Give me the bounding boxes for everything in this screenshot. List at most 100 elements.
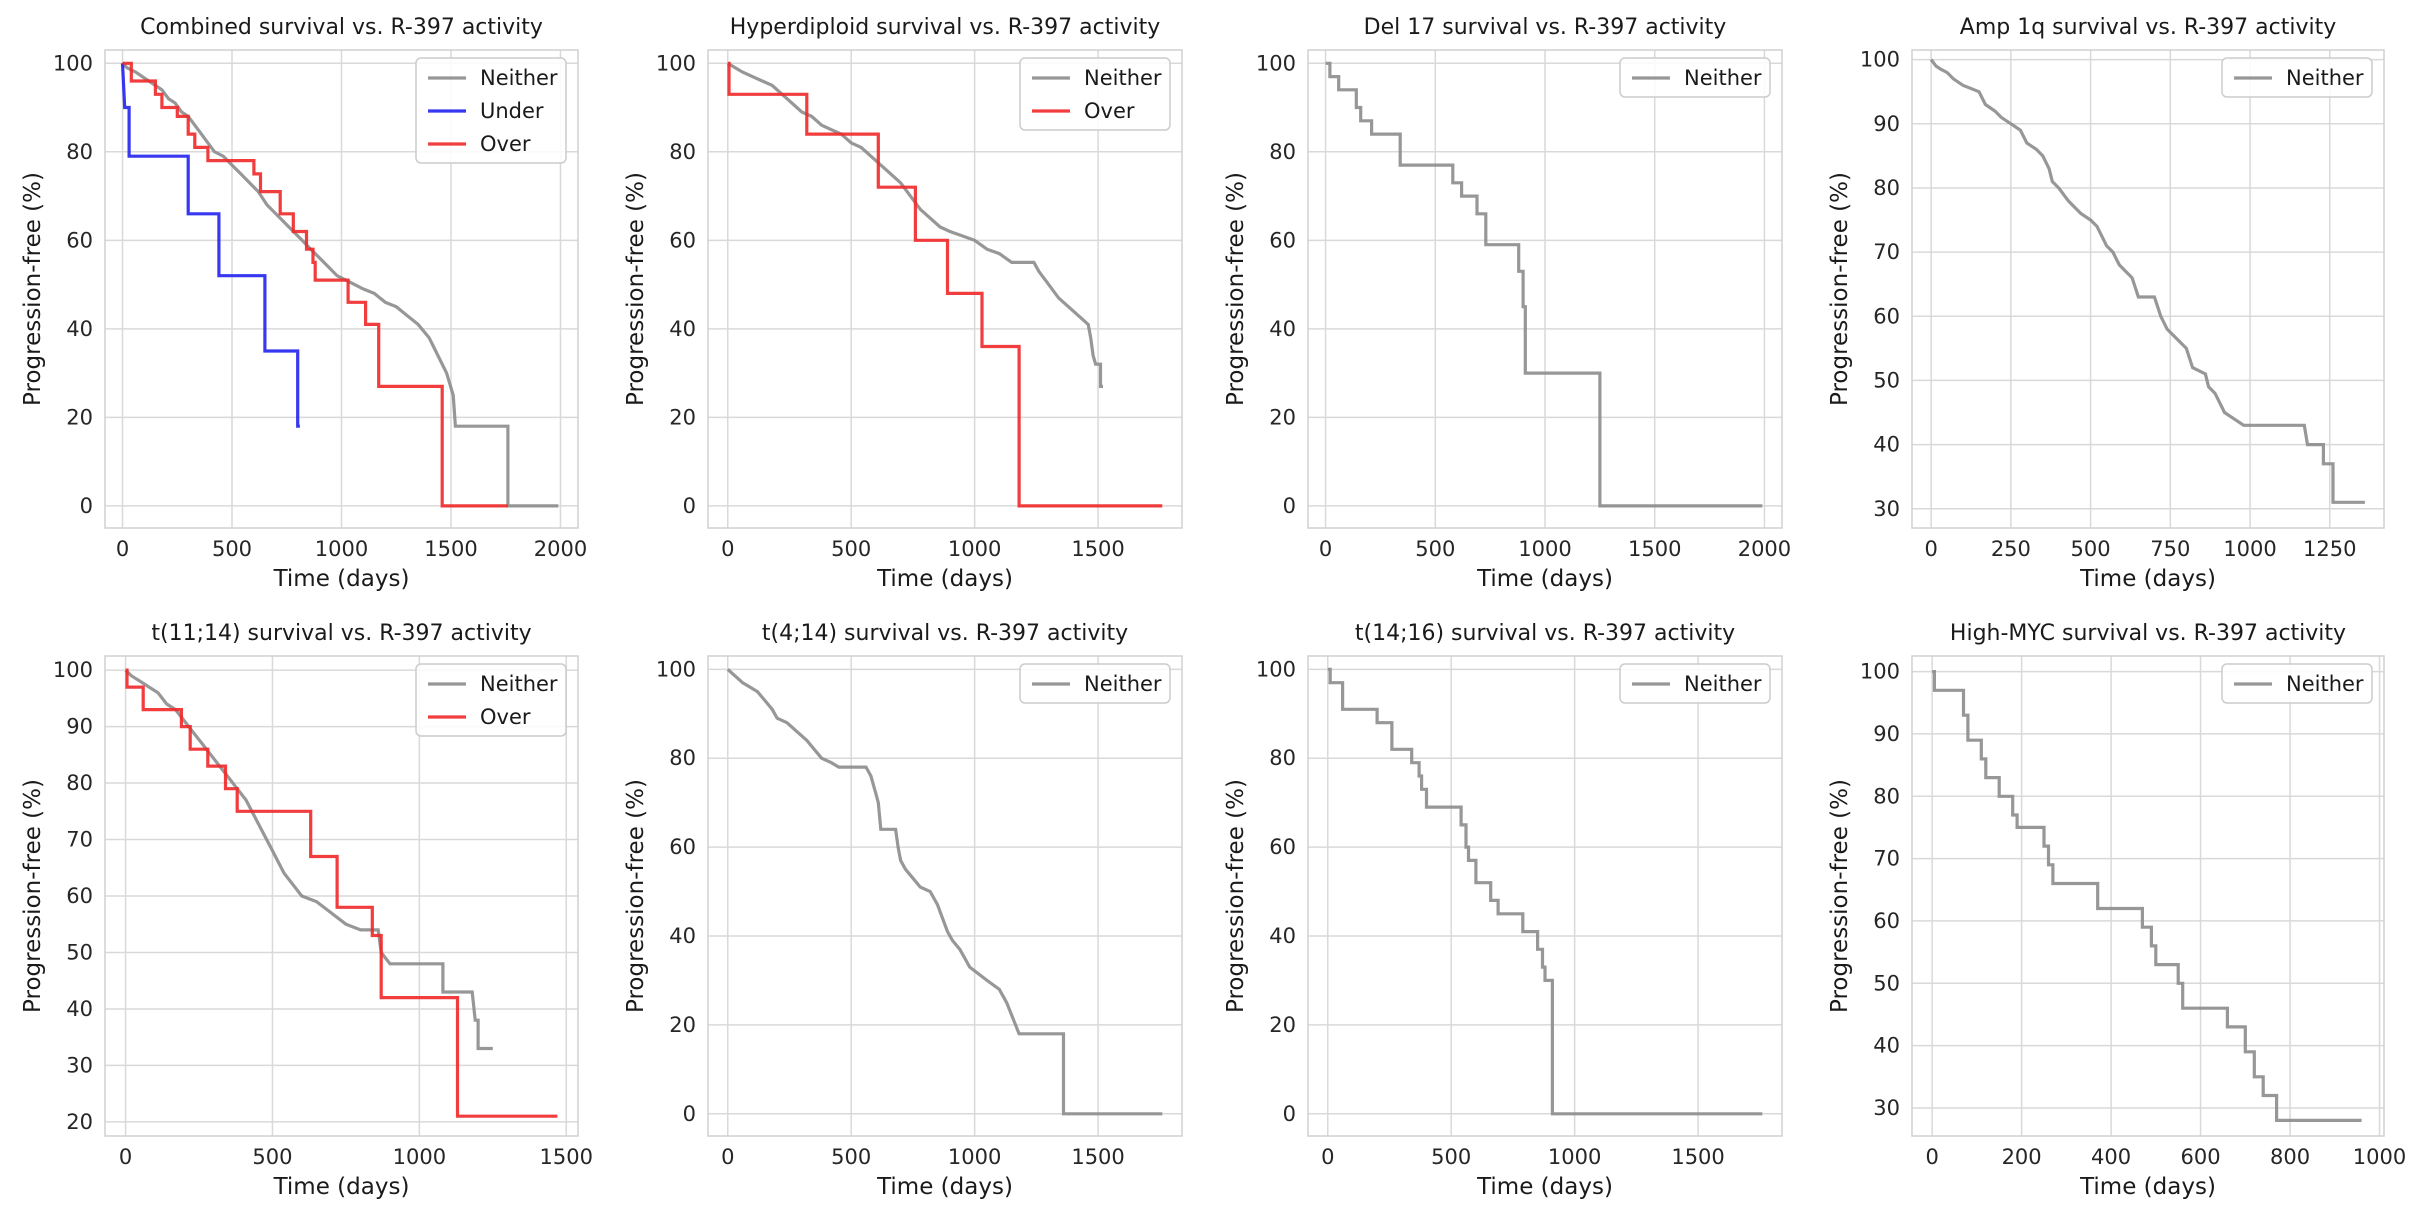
subplot-6: 0 500 1000 1500 0 20 40 60 80 100 t(4;14) survival… [623, 621, 1183, 1200]
y-tick-label: 40 [66, 317, 93, 341]
legend: Neither [2221, 57, 2373, 98]
subplot-3: 0 500 1000 1500 2000 0 20 40 60 80 100 Del 17 survi… [1223, 15, 1791, 592]
series-line-neither [726, 668, 1163, 1116]
legend-label: Neither [480, 672, 558, 696]
plot-frame [1911, 49, 2385, 529]
y-tick-label: 80 [669, 140, 696, 164]
y-tick-label: 0 [683, 494, 696, 518]
y-axis-label: Progression-free (%) [20, 779, 46, 1013]
chart-title: t(11;14) survival vs. R-397 activity [151, 621, 531, 646]
x-axis-label: Time (days) [273, 566, 410, 592]
legend-label: Neither [1684, 66, 1762, 90]
y-tick-label: 80 [1269, 140, 1296, 164]
series-line-neither [121, 62, 559, 508]
legend-box [2221, 57, 2373, 98]
series-line-neither [726, 61, 1103, 388]
y-axis-label: Progression-free (%) [1223, 779, 1249, 1013]
x-tick-label: 2000 [1738, 537, 1791, 561]
x-tick-label: 500 [831, 1145, 871, 1169]
y-tick-label: 100 [1256, 657, 1296, 681]
y-tick-label: 20 [1269, 1013, 1296, 1037]
y-tick-label: 80 [669, 746, 696, 770]
y-axis-label: Progression-free (%) [1827, 779, 1853, 1013]
legend-label: Neither [2286, 66, 2364, 90]
plot-frame [707, 655, 1183, 1137]
x-tick-label: 0 [1924, 537, 1937, 561]
legend: Neither Over [415, 663, 567, 737]
y-tick-label: 30 [1873, 497, 1900, 521]
y-tick-label: 80 [66, 771, 93, 795]
y-tick-label: 70 [66, 828, 93, 852]
x-axis-label: Time (days) [2079, 566, 2216, 592]
subplot-2: 0 500 1000 1500 0 20 40 60 80 100 Hyperdiploid sur… [623, 15, 1183, 592]
legend: Neither [1619, 57, 1771, 98]
y-tick-label: 60 [1873, 909, 1900, 933]
subplot-7: 0 500 1000 1500 0 20 40 60 80 100 t(14;16) surviva… [1223, 621, 1783, 1200]
x-tick-label: 500 [1415, 537, 1455, 561]
legend-label: Neither [1084, 66, 1162, 90]
x-tick-label: 1500 [540, 1145, 593, 1169]
x-tick-label: 600 [2181, 1145, 2221, 1169]
chart-title: Hyperdiploid survival vs. R-397 activity [730, 15, 1160, 40]
x-axis-label: Time (days) [876, 566, 1013, 592]
x-tick-label: 1000 [2223, 537, 2276, 561]
series-line-neither [1932, 670, 2362, 1122]
y-tick-label: 0 [683, 1102, 696, 1126]
x-tick-label: 250 [1991, 537, 2031, 561]
series-line-over [125, 668, 558, 1118]
y-tick-label: 60 [1269, 228, 1296, 252]
legend-box [1619, 57, 1771, 98]
y-tick-label: 100 [1860, 660, 1900, 684]
legend-box [415, 57, 567, 164]
x-tick-label: 0 [1319, 537, 1332, 561]
legend-label: Neither [1684, 672, 1762, 696]
y-tick-label: 60 [669, 835, 696, 859]
plot-frame [104, 49, 579, 529]
y-axis-label: Progression-free (%) [623, 779, 649, 1013]
y-tick-label: 90 [66, 715, 93, 739]
x-tick-label: 1000 [948, 1145, 1001, 1169]
x-tick-label: 1500 [1628, 537, 1681, 561]
series-line-over [727, 61, 1163, 508]
legend-box [1619, 663, 1771, 704]
y-tick-label: 20 [669, 405, 696, 429]
chart-title: t(14;16) survival vs. R-397 activity [1355, 621, 1735, 646]
legend: Neither Under Over [415, 57, 567, 164]
subplot-4: 0 250 500 750 1000 1250 30 40 50 60 70 80 90 100 Amp 1… [1827, 15, 2385, 592]
y-tick-label: 50 [1873, 368, 1900, 392]
x-axis-label: Time (days) [2079, 1174, 2216, 1200]
x-tick-label: 750 [2150, 537, 2190, 561]
legend-label: Neither [2286, 672, 2364, 696]
y-axis-label: Progression-free (%) [1827, 172, 1853, 406]
legend-label: Over [480, 705, 531, 729]
x-axis-label: Time (days) [1476, 1174, 1613, 1200]
x-tick-label: 500 [831, 537, 871, 561]
series-line-neither [1325, 61, 1763, 508]
legend: Neither [1619, 663, 1771, 704]
y-tick-label: 70 [1873, 847, 1900, 871]
legend: Neither [1019, 663, 1171, 704]
y-tick-label: 90 [1873, 722, 1900, 746]
y-tick-label: 60 [66, 228, 93, 252]
y-tick-label: 100 [53, 51, 93, 75]
x-tick-label: 0 [1925, 1145, 1938, 1169]
legend-box [1019, 663, 1171, 704]
legend-box [2221, 663, 2373, 704]
x-tick-label: 200 [2002, 1145, 2042, 1169]
x-tick-label: 1000 [948, 537, 1001, 561]
x-tick-label: 0 [721, 1145, 734, 1169]
x-tick-label: 500 [1431, 1145, 1471, 1169]
x-tick-label: 1500 [1071, 1145, 1124, 1169]
plot-frame [707, 49, 1183, 529]
y-tick-label: 20 [66, 1110, 93, 1134]
x-tick-label: 400 [2091, 1145, 2131, 1169]
x-tick-label: 500 [212, 537, 252, 561]
x-tick-label: 1000 [1518, 537, 1571, 561]
x-tick-label: 2000 [534, 537, 587, 561]
y-tick-label: 0 [80, 494, 93, 518]
x-tick-label: 500 [2071, 537, 2111, 561]
legend-label: Over [1084, 99, 1135, 123]
y-tick-label: 100 [53, 658, 93, 682]
x-tick-label: 1500 [1671, 1145, 1724, 1169]
